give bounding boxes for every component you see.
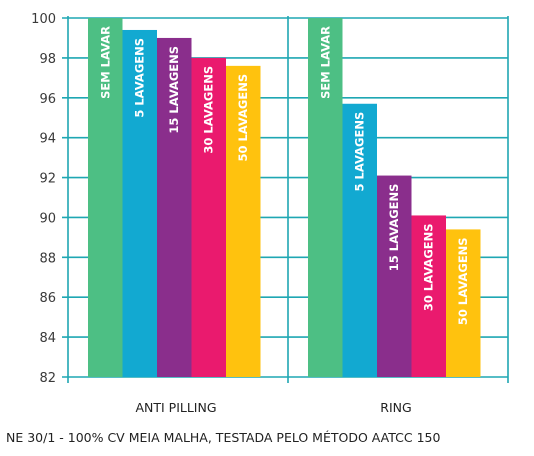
bar <box>157 37 192 377</box>
y-tick-label: 86 <box>39 291 56 306</box>
y-tick-label: 100 <box>31 12 56 27</box>
bar <box>122 29 157 377</box>
bar-label: SEM LAVAR <box>318 26 332 99</box>
x-category-label: RING <box>380 400 411 415</box>
y-tick-label: 98 <box>39 52 56 67</box>
y-tick-label: 84 <box>39 331 56 346</box>
bar <box>308 18 343 377</box>
x-category-label: ANTI PILLING <box>135 400 216 415</box>
bar-label: 30 LAVAGENS <box>202 66 216 154</box>
y-tick-label: 88 <box>39 251 56 266</box>
y-tick-label: 96 <box>39 92 56 107</box>
y-tick-label: 94 <box>39 132 56 147</box>
chart-footnote: NE 30/1 - 100% CV MEIA MALHA, TESTADA PE… <box>6 430 441 445</box>
bar-label: 15 LAVAGENS <box>387 184 401 272</box>
bar <box>226 65 261 377</box>
bar <box>377 175 412 377</box>
y-tick-label: 92 <box>39 172 56 187</box>
bar-label: 15 LAVAGENS <box>167 46 181 134</box>
bar <box>342 103 377 377</box>
bar-label: SEM LAVAR <box>98 26 112 99</box>
bar-label: 50 LAVAGENS <box>456 237 470 325</box>
bar-label: 50 LAVAGENS <box>236 74 250 162</box>
bar-label: 30 LAVAGENS <box>422 223 436 311</box>
y-tick-label: 82 <box>39 371 56 386</box>
bar-label: 5 LAVAGENS <box>353 112 367 192</box>
bar <box>191 57 226 378</box>
y-tick-label: 90 <box>39 211 56 226</box>
bar <box>88 18 123 377</box>
bar <box>446 229 481 377</box>
bar <box>411 215 446 377</box>
bar-label: 5 LAVAGENS <box>133 38 147 118</box>
